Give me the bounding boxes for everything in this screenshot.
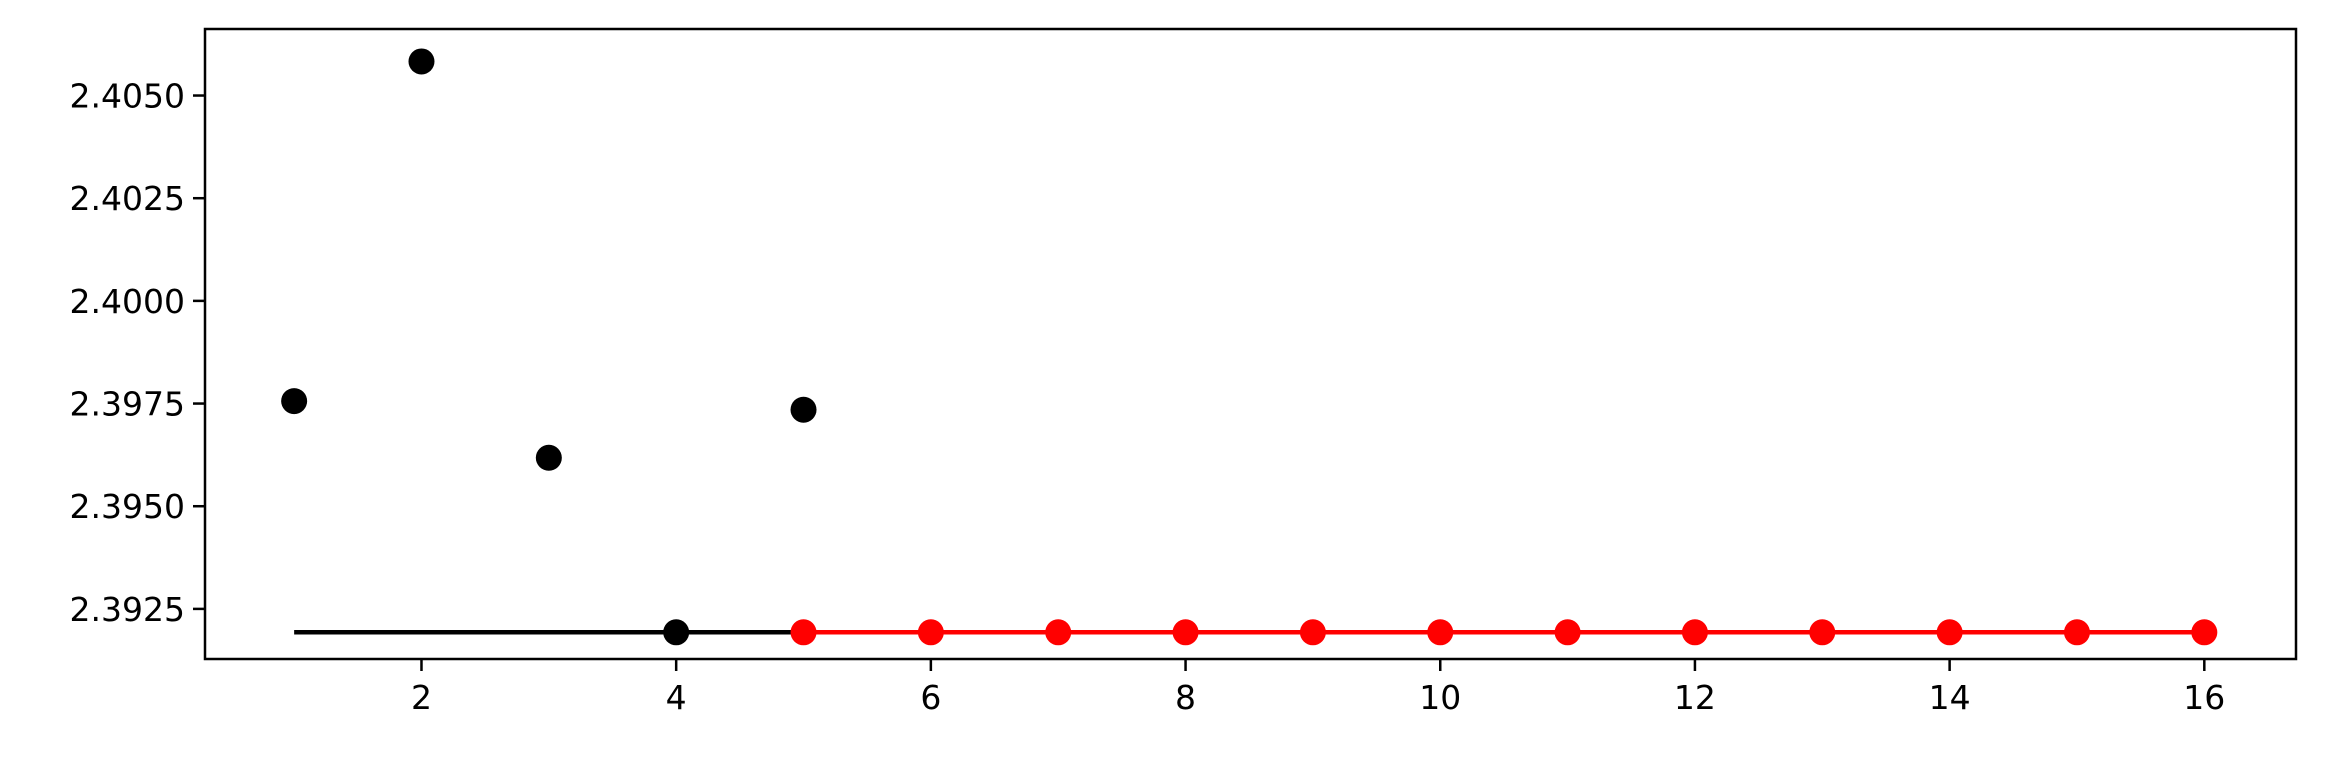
- x-tick-label: 12: [1674, 678, 1716, 717]
- series-0-point-3: [663, 619, 690, 646]
- series-0-point-4: [790, 396, 817, 423]
- series-2-point-2: [1045, 619, 1072, 646]
- series-2-point-4: [1299, 619, 1326, 646]
- x-tick-label: 8: [1175, 678, 1196, 717]
- series-0-point-0: [281, 388, 308, 415]
- series-2-point-3: [1172, 619, 1199, 646]
- series-0-point-2: [535, 444, 562, 471]
- series-2-point-10: [2063, 619, 2090, 646]
- y-tick-label: 2.4050: [70, 77, 185, 116]
- x-tick-label: 2: [411, 678, 432, 717]
- series-2-point-9: [1936, 619, 1963, 646]
- y-tick-label: 2.3975: [70, 385, 185, 424]
- series-0-point-1: [408, 48, 435, 75]
- y-axis: 2.3925 2.3950 2.3975 2.4000 2.4025 2.4050: [70, 77, 205, 629]
- series-2-point-11: [2191, 619, 2218, 646]
- axes-frame: [203, 27, 2298, 661]
- plot-content: [281, 48, 2218, 646]
- series-2-point-0: [790, 619, 817, 646]
- y-tick-label: 2.4000: [70, 282, 185, 321]
- series-2-point-7: [1681, 619, 1708, 646]
- series-2-point-5: [1427, 619, 1454, 646]
- y-tick-label: 2.3950: [70, 487, 185, 526]
- x-tick-label: 6: [920, 678, 941, 717]
- series-2-point-6: [1554, 619, 1581, 646]
- x-axis: 2 4 6 8 10 12 14 16: [411, 659, 2225, 717]
- x-tick-label: 16: [2183, 678, 2225, 717]
- x-tick-label: 4: [666, 678, 687, 717]
- series-2-point-8: [1809, 619, 1836, 646]
- series-2-point-1: [917, 619, 944, 646]
- y-tick-label: 2.3925: [70, 590, 185, 629]
- y-tick-label: 2.4025: [70, 179, 185, 218]
- x-tick-label: 14: [1929, 678, 1971, 717]
- x-tick-label: 10: [1419, 678, 1461, 717]
